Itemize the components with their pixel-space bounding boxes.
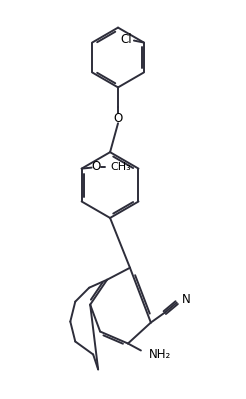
Text: N: N: [182, 293, 190, 306]
Text: NH₂: NH₂: [149, 348, 171, 361]
Text: Cl: Cl: [120, 33, 132, 46]
Text: CH₃: CH₃: [110, 162, 131, 172]
Text: O: O: [91, 160, 100, 173]
Text: O: O: [113, 112, 123, 125]
